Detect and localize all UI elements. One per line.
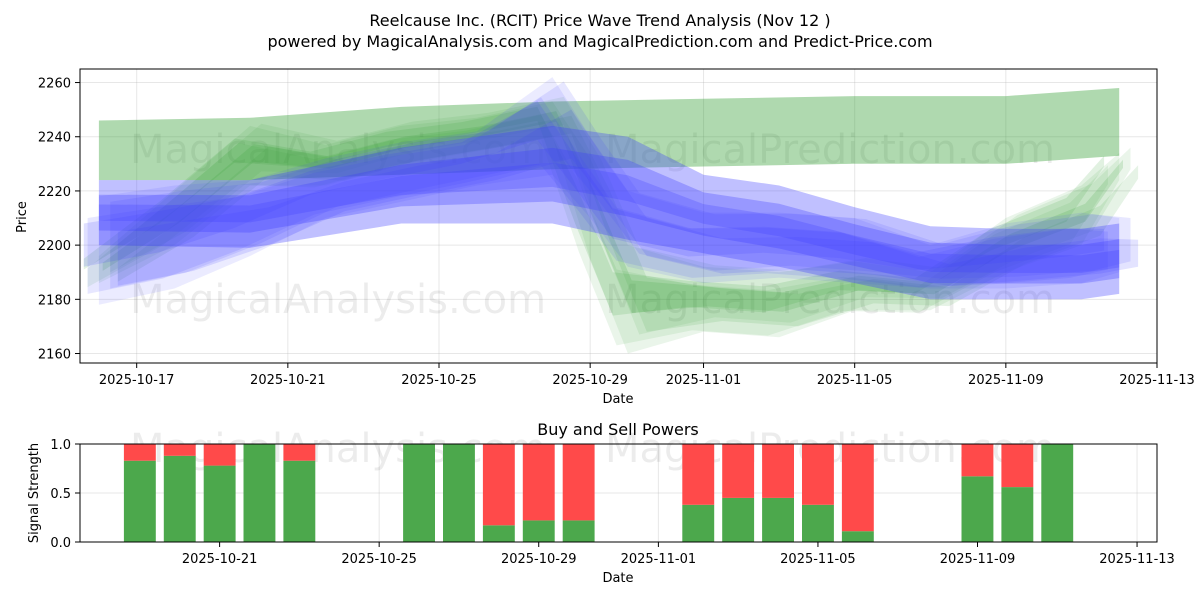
price-x-ticks: 2025-10-17 2025-10-21 2025-10-25 2025-10-29… — [99, 363, 1195, 388]
sell-bar — [283, 444, 316, 461]
price-x-tick-label: 2025-10-17 — [99, 373, 175, 388]
buy-bar — [123, 460, 156, 542]
signal-x-ticks: 2025-10-21 2025-10-25 2025-10-29 2025-11-01… — [182, 542, 1175, 567]
buy-bar — [203, 465, 236, 542]
signal-x-tick-label: 2025-11-09 — [940, 552, 1016, 567]
price-x-tick-label: 2025-11-09 — [968, 373, 1044, 388]
buy-bar — [1041, 444, 1074, 542]
price-plot-area — [80, 69, 1157, 363]
blue-short-band — [98, 125, 1120, 300]
green-wave-ribbon — [83, 106, 1105, 316]
green-long-band — [98, 88, 1120, 181]
price-y-tick-label: 2220 — [38, 185, 71, 200]
sell-bar — [203, 444, 236, 466]
price-chart: MagicalAnalysis.com MagicalPrediction.co… — [15, 68, 1195, 407]
price-series — [83, 77, 1139, 354]
buy-bar — [1001, 487, 1034, 542]
blue-wave-ribbon — [98, 77, 1120, 305]
signal-chart: Buy and Sell Powers MagicalAnalysis.com … — [27, 420, 1175, 586]
watermark-analysis-signal: MagicalAnalysis.com — [130, 426, 546, 472]
buy-bar — [522, 520, 555, 542]
signal-x-label: Date — [602, 571, 633, 586]
price-x-label: Date — [602, 392, 633, 407]
sell-bar — [802, 444, 834, 505]
price-y-label: Price — [15, 201, 30, 233]
signal-bars — [123, 444, 1074, 542]
signal-y-label: Signal Strength — [27, 443, 42, 543]
sell-bar — [961, 444, 994, 477]
buy-bar — [163, 455, 196, 542]
buy-bar — [482, 525, 515, 542]
buy-bar — [283, 460, 316, 542]
blue-wave-ribbon — [87, 97, 1108, 294]
buy-bar — [802, 504, 834, 542]
sell-bar — [123, 444, 156, 461]
price-y-tick-label: 2240 — [38, 131, 71, 146]
buy-bar — [243, 444, 276, 542]
sell-bar — [482, 444, 515, 526]
price-plot-frame — [79, 68, 1158, 364]
blue-short-band-center — [98, 162, 1120, 273]
price-x-tick-label: 2025-10-29 — [552, 373, 628, 388]
blue-wave-ribbon — [117, 109, 1139, 286]
price-y-tick-label: 2260 — [38, 77, 71, 92]
signal-title: Buy and Sell Powers — [537, 420, 699, 439]
buy-bar — [961, 476, 994, 542]
blue-short-band-core — [98, 147, 1120, 284]
signal-x-tick-label: 2025-10-29 — [501, 552, 577, 567]
price-y-ticks: 2160 2180 2200 2220 2240 2260 — [38, 77, 80, 363]
buy-bar — [562, 520, 595, 542]
price-y-tick-label: 2200 — [38, 239, 71, 254]
green-wave-ribbon — [87, 114, 1108, 346]
sell-bar — [841, 444, 874, 532]
buy-bar — [722, 497, 755, 542]
price-x-tick-label: 2025-10-21 — [250, 373, 326, 388]
buy-bar — [841, 531, 874, 542]
sell-bar — [1001, 444, 1034, 488]
signal-x-tick-label: 2025-11-01 — [621, 552, 697, 567]
blue-wave-ribbon — [83, 101, 1105, 271]
signal-x-tick-label: 2025-10-25 — [341, 552, 417, 567]
green-wave-ribbon — [98, 101, 1120, 354]
green-wave-ribbon — [117, 115, 1139, 332]
signal-y-tick-label: 0.5 — [50, 487, 71, 502]
watermark-analysis-lower: MagicalAnalysis.com — [130, 277, 546, 323]
green-wave-ribbon — [110, 96, 1131, 335]
buy-bar — [403, 444, 435, 542]
buy-bar — [762, 497, 794, 542]
chart-title: Reelcause Inc. (RCIT) Price Wave Trend A… — [369, 11, 830, 30]
price-y-tick-label: 2180 — [38, 293, 71, 308]
price-x-tick-label: 2025-10-25 — [401, 373, 477, 388]
signal-x-tick-label: 2025-11-05 — [780, 552, 856, 567]
sell-bar — [163, 444, 196, 456]
watermark-analysis: MagicalAnalysis.com — [130, 127, 546, 173]
signal-y-tick-label: 1.0 — [50, 438, 71, 453]
sell-bar — [762, 444, 794, 498]
sell-bar — [682, 444, 715, 505]
watermark-prediction-lower: MagicalPrediction.com — [605, 277, 1055, 323]
signal-y-ticks: 0.0 0.5 1.0 — [50, 438, 80, 551]
signal-x-tick-label: 2025-11-13 — [1099, 552, 1175, 567]
blue-wave-ribbon — [110, 81, 1131, 289]
watermark-prediction: MagicalPrediction.com — [605, 127, 1055, 173]
buy-bar — [443, 444, 475, 542]
price-x-tick-label: 2025-11-13 — [1119, 373, 1195, 388]
chart-subtitle: powered by MagicalAnalysis.com and Magic… — [267, 32, 932, 51]
signal-y-tick-label: 0.0 — [50, 536, 71, 551]
price-x-tick-label: 2025-11-05 — [817, 373, 893, 388]
price-y-tick-label: 2160 — [38, 348, 71, 363]
price-x-tick-label: 2025-11-01 — [666, 373, 742, 388]
signal-x-tick-label: 2025-10-21 — [182, 552, 258, 567]
buy-bar — [682, 504, 715, 542]
sell-bar — [722, 444, 755, 498]
sell-bar — [522, 444, 555, 521]
sell-bar — [562, 444, 595, 521]
